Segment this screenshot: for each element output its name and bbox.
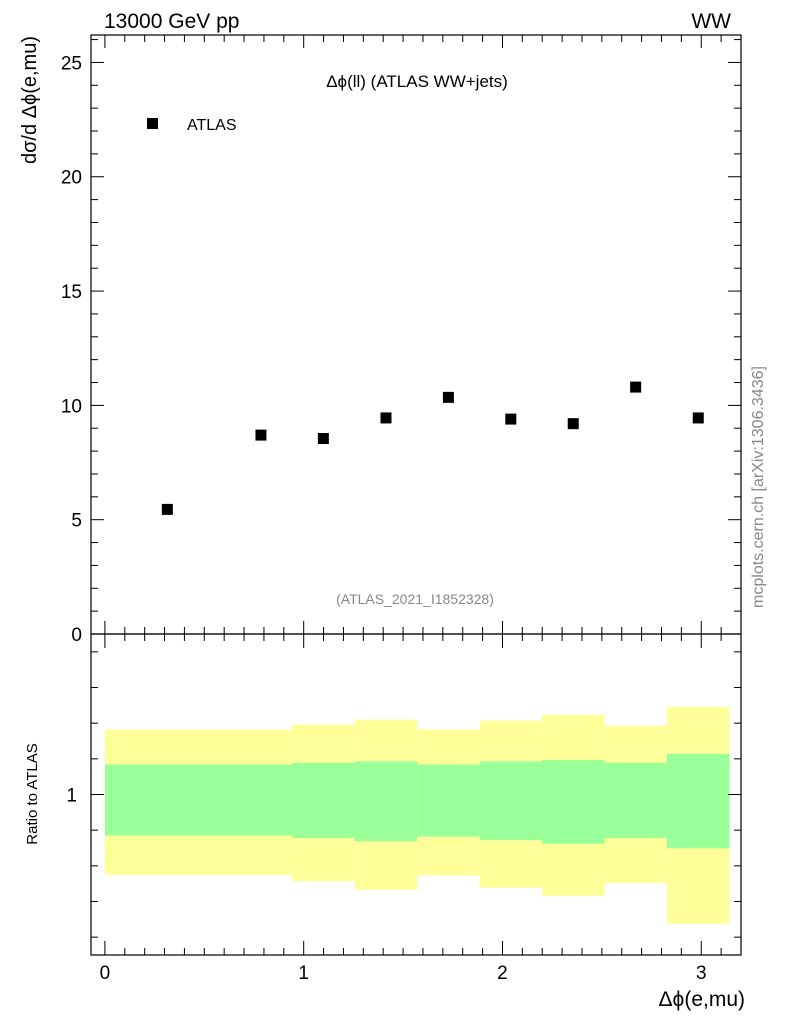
atlas-data-point: [630, 381, 642, 393]
ratio-inner-band: [666, 753, 730, 849]
x-tick-label: 2: [497, 963, 508, 984]
legend-label: ATLAS: [187, 117, 237, 134]
ratio-inner-band: [604, 762, 667, 839]
ratio-inner-band: [104, 764, 293, 836]
chart-title: Δϕ(ll) (ATLAS WW+jets): [326, 72, 508, 91]
ratio-inner-band: [354, 761, 418, 842]
atlas-data-point: [380, 412, 392, 424]
x-axis-label: Δϕ(e,mu): [659, 988, 745, 1011]
atlas-data-point: [317, 433, 329, 445]
ratio-inner-band: [292, 762, 355, 839]
energy-label: 13000 GeV pp: [104, 10, 239, 33]
ratio-bands: [104, 706, 730, 924]
ratio-inner-band: [542, 759, 605, 844]
main-axis-tick-labels: 0 5 10 15 20 25: [61, 53, 82, 646]
main-y-tick-label: 10: [61, 396, 82, 417]
main-axis-ticks: [91, 35, 741, 635]
x-tick-label: 1: [298, 963, 309, 984]
legend-marker: [147, 118, 158, 129]
x-tick-label: 0: [100, 963, 111, 984]
main-y-tick-label: 15: [61, 282, 82, 303]
ratio-inner-band: [417, 764, 480, 837]
atlas-data-point: [567, 418, 579, 430]
main-y-tick-label: 5: [71, 511, 82, 532]
atlas-data-point: [442, 391, 454, 403]
main-y-tick-label: 25: [61, 53, 82, 74]
side-source-label: mcplots.cern.ch [arXiv:1306.3436]: [750, 366, 767, 608]
ratio-y-tick-label: 1: [66, 786, 77, 807]
atlas-data-point: [692, 412, 704, 424]
main-y-axis-label: dσ/d Δϕ(e,mu): [19, 36, 41, 164]
ratio-axis-tick-labels: 1 0 1 2 3: [66, 786, 706, 985]
analysis-id-label: (ATLAS_2021_I1852328): [336, 591, 494, 607]
process-label: WW: [691, 10, 731, 33]
ratio-plot-panel: 1 0 1 2 3 Ratio to ATLAS Δϕ(e,mu): [24, 633, 745, 1011]
main-y-tick-label: 20: [61, 168, 82, 189]
atlas-data-point: [505, 413, 517, 425]
main-y-tick-label: 0: [71, 625, 82, 646]
atlas-data-points: [161, 381, 704, 515]
x-tick-label: 3: [696, 963, 707, 984]
ratio-inner-band: [479, 761, 543, 841]
atlas-data-point: [161, 503, 173, 515]
atlas-data-point: [255, 429, 267, 441]
ratio-y-axis-label: Ratio to ATLAS: [24, 743, 41, 844]
ratio-axis-ticks: [91, 634, 741, 955]
